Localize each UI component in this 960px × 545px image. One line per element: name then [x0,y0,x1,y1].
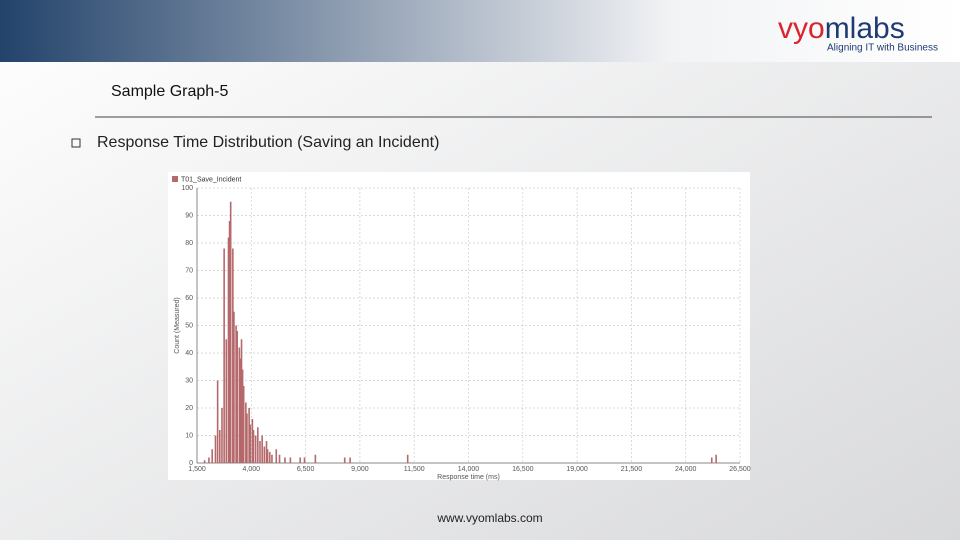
bar [216,380,219,463]
bar [261,435,263,463]
x-axis-label: Response time (ms) [437,474,500,481]
x-tick-label: 16,500 [512,466,534,473]
bar [203,460,206,463]
bar [221,408,223,463]
bar [349,457,351,463]
bar [259,441,261,463]
bar [251,419,254,463]
x-tick-label: 1,500 [188,466,206,473]
slide-title: Sample Graph-5 [111,83,228,100]
bar [303,457,306,463]
bar [254,435,257,463]
bar [289,457,292,463]
logo-part: o [808,12,825,45]
logo-part: vy [778,12,808,45]
x-tick-label: 21,500 [621,466,643,473]
bullet-text: Response Time Distribution (Saving an In… [97,134,439,151]
bullet-icon [71,138,81,148]
x-tick-label: 4,000 [243,466,261,473]
header-band [0,0,960,62]
legend-label: T01_Save_Incident [181,176,241,183]
bar [257,427,259,463]
bar [715,454,717,463]
x-tick-label: 6,500 [297,466,315,473]
bar [223,248,225,463]
y-tick-label: 80 [185,240,193,247]
bar [284,457,286,463]
x-tick-label: 14,000 [458,466,480,473]
x-tick-label: 19,000 [566,466,588,473]
y-tick-label: 40 [185,350,193,357]
bar [263,446,266,463]
bar [245,402,247,463]
bar [236,331,238,463]
bar [219,430,221,463]
chart-area [168,172,750,480]
y-tick-label: 90 [185,212,193,219]
bar [266,449,269,463]
y-tick-label: 0 [189,460,193,467]
bar [235,325,237,463]
x-tick-label: 11,500 [404,466,425,473]
bar [710,457,713,463]
logo-part: mlabs [825,12,905,45]
x-tick-label: 26,500 [729,466,751,473]
bar [343,457,346,463]
y-tick-label: 20 [185,405,193,412]
y-tick-label: 10 [185,432,193,439]
bar [229,201,232,463]
chart: 0 10 20 30 40 50 60 70 80 90 100 1,500 4,000 6,500 9,0… [172,176,751,481]
bar [252,430,255,463]
y-axis-label: Count (Measured) [174,297,181,353]
bar [299,457,301,463]
bar [275,449,278,463]
bar [406,454,409,463]
bar [246,413,248,463]
bar [265,441,268,463]
bar [227,237,230,463]
bar [249,424,252,463]
tagline: Aligning IT with Business [827,43,938,54]
y-tick-label: 50 [185,322,193,329]
y-tick-label: 60 [185,295,193,302]
y-tick-label: 70 [185,267,193,274]
bar [211,449,214,463]
bar [238,347,241,463]
bar [208,457,210,463]
bar [214,435,217,463]
bar [278,454,281,463]
logo: vyomlabs [778,12,905,45]
bar [240,339,243,463]
bar [233,311,235,463]
bar [228,221,231,463]
bar [239,358,242,463]
bar [241,369,244,463]
legend-swatch [172,176,178,182]
bar [271,454,273,463]
footer: www.vyomlabs.com [436,511,542,525]
bar [232,248,234,463]
y-tick-label: 30 [185,377,193,384]
bar [248,408,250,463]
bar [268,452,271,463]
bar [314,454,317,463]
bar [225,339,228,463]
bar [242,386,245,463]
x-tick-label: 24,000 [675,466,697,473]
y-tick-label: 100 [181,185,193,192]
x-tick-label: 9,000 [351,466,369,473]
